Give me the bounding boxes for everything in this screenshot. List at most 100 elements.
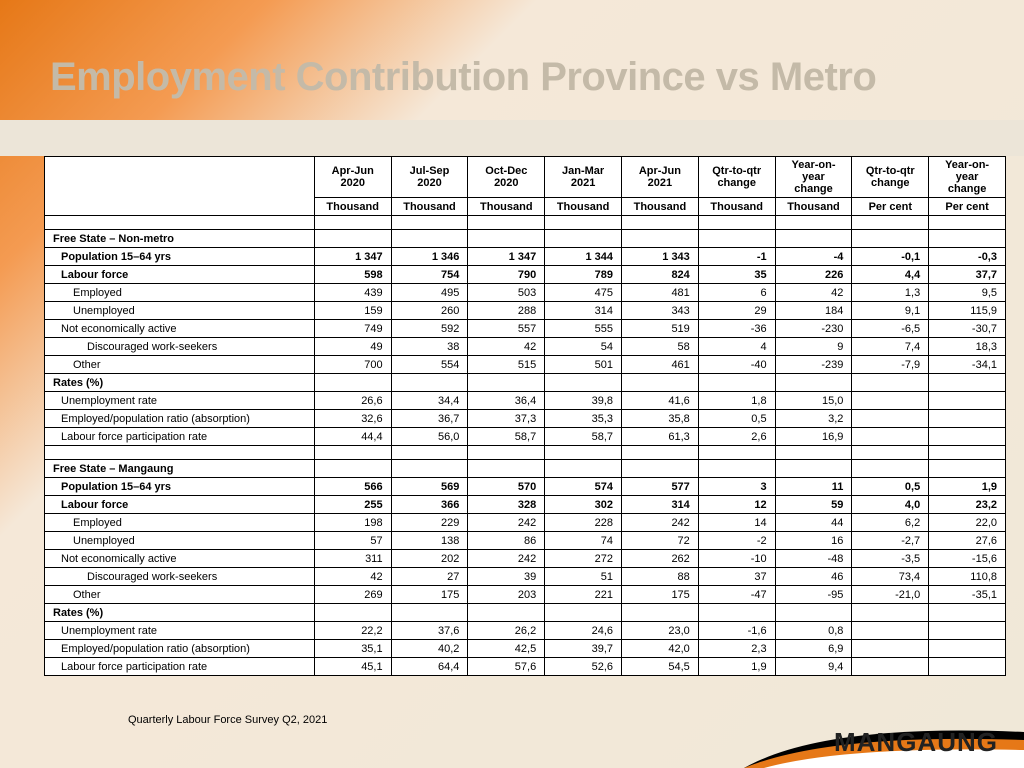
- cell-value: 262: [622, 550, 699, 568]
- cell-value: 6,2: [852, 514, 929, 532]
- cell-value: 49: [314, 338, 391, 356]
- cell-value: [852, 604, 929, 622]
- cell-value: 269: [314, 586, 391, 604]
- table-row: Employed4394955034754816421,39,5: [45, 284, 1006, 302]
- cell-value: [929, 428, 1006, 446]
- row-label: Unemployed: [45, 302, 315, 320]
- cell-value: -35,1: [929, 586, 1006, 604]
- cell-value: 1 347: [314, 248, 391, 266]
- cell-value: 45,1: [314, 658, 391, 676]
- cell-value: [775, 604, 852, 622]
- row-label: Population 15–64 yrs: [45, 478, 315, 496]
- cell-value: 42: [775, 284, 852, 302]
- cell-value: 3,2: [775, 410, 852, 428]
- cell-value: 1 347: [468, 248, 545, 266]
- cell-value: 86: [468, 532, 545, 550]
- cell-value: [852, 640, 929, 658]
- cell-value: -0,3: [929, 248, 1006, 266]
- cell-value: 110,8: [929, 568, 1006, 586]
- header-band: [0, 120, 1024, 156]
- spacer-row: [45, 446, 1006, 460]
- cell-value: 566: [314, 478, 391, 496]
- cell-value: -95: [775, 586, 852, 604]
- page-title: Employment Contribution Province vs Metr…: [50, 55, 876, 100]
- table-row: Unemployed57138867472-216-2,727,6: [45, 532, 1006, 550]
- cell-value: 37,6: [391, 622, 468, 640]
- cell-value: 557: [468, 320, 545, 338]
- cell-value: 503: [468, 284, 545, 302]
- row-label: Employed/population ratio (absorption): [45, 410, 315, 428]
- cell-value: 7,4: [852, 338, 929, 356]
- table-row: Population 15–64 yrs5665695705745773110,…: [45, 478, 1006, 496]
- row-label: Rates (%): [45, 604, 315, 622]
- cell-value: [468, 604, 545, 622]
- cell-value: 38: [391, 338, 468, 356]
- section-heading-row: Free State – Mangaung: [45, 460, 1006, 478]
- section-heading: Free State – Mangaung: [45, 460, 315, 478]
- cell-value: [391, 604, 468, 622]
- cell-value: 569: [391, 478, 468, 496]
- cell-value: 22,0: [929, 514, 1006, 532]
- unit-header: Thousand: [391, 198, 468, 216]
- cell-value: 789: [545, 266, 622, 284]
- cell-value: 1,9: [929, 478, 1006, 496]
- cell-value: 824: [622, 266, 699, 284]
- cell-value: -7,9: [852, 356, 929, 374]
- cell-value: 229: [391, 514, 468, 532]
- row-label: Labour force participation rate: [45, 658, 315, 676]
- table-row: Unemployed159260288314343291849,1115,9: [45, 302, 1006, 320]
- row-label: Not economically active: [45, 550, 315, 568]
- row-label: Labour force participation rate: [45, 428, 315, 446]
- table-row: Population 15–64 yrs1 3471 3461 3471 344…: [45, 248, 1006, 266]
- cell-value: 88: [622, 568, 699, 586]
- cell-value: 36,4: [468, 392, 545, 410]
- table-row: Labour force participation rate45,164,45…: [45, 658, 1006, 676]
- cell-value: 577: [622, 478, 699, 496]
- cell-value: 242: [468, 550, 545, 568]
- column-header: Oct-Dec 2020: [468, 157, 545, 198]
- cell-value: [622, 604, 699, 622]
- cell-value: 749: [314, 320, 391, 338]
- table-row: Discouraged work-seekers4227395188374673…: [45, 568, 1006, 586]
- cell-value: 27: [391, 568, 468, 586]
- cell-value: 58,7: [545, 428, 622, 446]
- cell-value: -47: [698, 586, 775, 604]
- cell-value: [545, 374, 622, 392]
- column-header: Apr-Jun 2020: [314, 157, 391, 198]
- cell-value: 57: [314, 532, 391, 550]
- cell-value: 9,5: [929, 284, 1006, 302]
- cell-value: 9: [775, 338, 852, 356]
- unit-header: Thousand: [622, 198, 699, 216]
- cell-value: [698, 604, 775, 622]
- row-label: Employed: [45, 284, 315, 302]
- cell-value: -2,7: [852, 532, 929, 550]
- cell-value: -21,0: [852, 586, 929, 604]
- cell-value: 35,1: [314, 640, 391, 658]
- cell-value: [929, 392, 1006, 410]
- cell-value: 18,3: [929, 338, 1006, 356]
- cell-value: 311: [314, 550, 391, 568]
- cell-value: 2,6: [698, 428, 775, 446]
- table-row: Not economically active749592557555519-3…: [45, 320, 1006, 338]
- cell-value: 44,4: [314, 428, 391, 446]
- column-header: Qtr-to-qtr change: [698, 157, 775, 198]
- cell-value: 0,5: [852, 478, 929, 496]
- column-header: Year-on-year change: [775, 157, 852, 198]
- cell-value: 26,2: [468, 622, 545, 640]
- cell-value: 1 346: [391, 248, 468, 266]
- cell-value: 272: [545, 550, 622, 568]
- cell-value: 754: [391, 266, 468, 284]
- row-label: Unemployment rate: [45, 392, 315, 410]
- cell-value: 22,2: [314, 622, 391, 640]
- cell-value: 44: [775, 514, 852, 532]
- cell-value: [929, 640, 1006, 658]
- cell-value: 24,6: [545, 622, 622, 640]
- table-row: Unemployment rate22,237,626,224,623,0-1,…: [45, 622, 1006, 640]
- cell-value: [545, 604, 622, 622]
- cell-value: 39,7: [545, 640, 622, 658]
- cell-value: [852, 622, 929, 640]
- cell-value: 475: [545, 284, 622, 302]
- cell-value: 6,9: [775, 640, 852, 658]
- cell-value: 11: [775, 478, 852, 496]
- cell-value: 221: [545, 586, 622, 604]
